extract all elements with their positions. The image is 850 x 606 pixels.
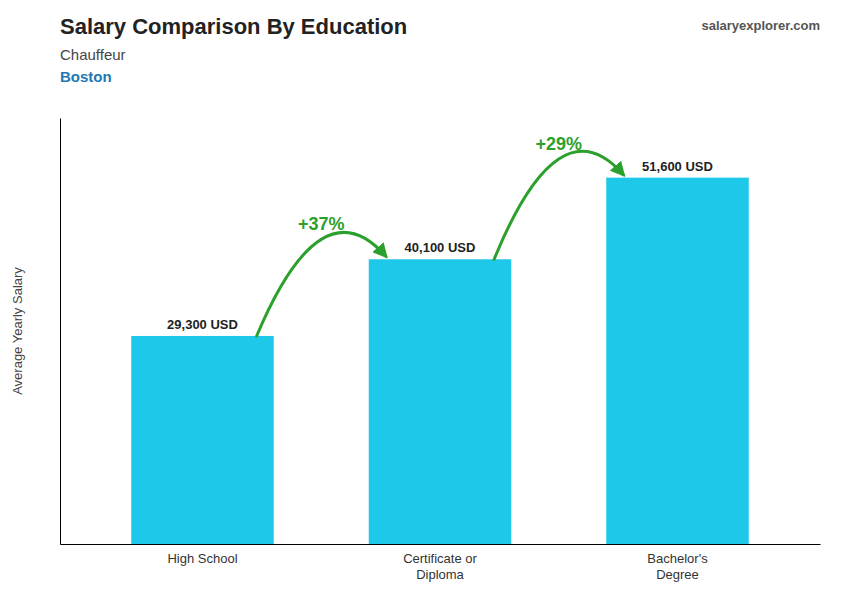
value-label: 40,100 USD	[405, 240, 476, 255]
subtitle: Boston	[60, 68, 112, 85]
source: salaryexplorer.com	[701, 18, 820, 33]
x-tick: Certificate orDiploma	[403, 551, 477, 582]
value-label: 51,600 USD	[642, 159, 713, 174]
x-tick-label-line: Bachelor's	[647, 551, 708, 566]
bar	[369, 259, 512, 544]
x-tick-label-line: Diploma	[416, 567, 464, 582]
chart: Salary Comparison By Education Chauffeur B…	[0, 0, 850, 606]
plot-area: High School Certificate orDiploma Bachelor…	[61, 119, 821, 582]
x-tick-label: Certificate orDiploma	[403, 551, 477, 582]
x-tick-label: Bachelor'sDegree	[647, 551, 708, 582]
subtitle: Chauffeur	[60, 46, 126, 63]
y-axis	[60, 119, 61, 545]
bars	[131, 178, 749, 544]
x-tick-label-line: Degree	[656, 567, 699, 582]
bar	[131, 336, 274, 544]
change-arrow	[494, 151, 623, 259]
bar	[606, 178, 749, 544]
x-axis: High School Certificate orDiploma Bachelor…	[61, 545, 821, 582]
x-tick: Bachelor'sDegree	[647, 551, 708, 582]
value-label: 29,300 USD	[167, 317, 238, 332]
change-label: +37%	[298, 214, 345, 234]
y-axis-label: Average Yearly Salary	[10, 267, 25, 395]
change-arrow	[257, 232, 386, 336]
x-tick-label: High School	[167, 551, 237, 566]
x-tick-label-line: Certificate or	[403, 551, 477, 566]
x-axis-line	[61, 544, 821, 545]
title: Salary Comparison By Education	[60, 14, 407, 39]
y-axis-line	[60, 119, 61, 545]
x-tick: High School	[167, 551, 237, 566]
change-label: +29%	[535, 134, 582, 154]
x-tick-label-line: High School	[167, 551, 237, 566]
